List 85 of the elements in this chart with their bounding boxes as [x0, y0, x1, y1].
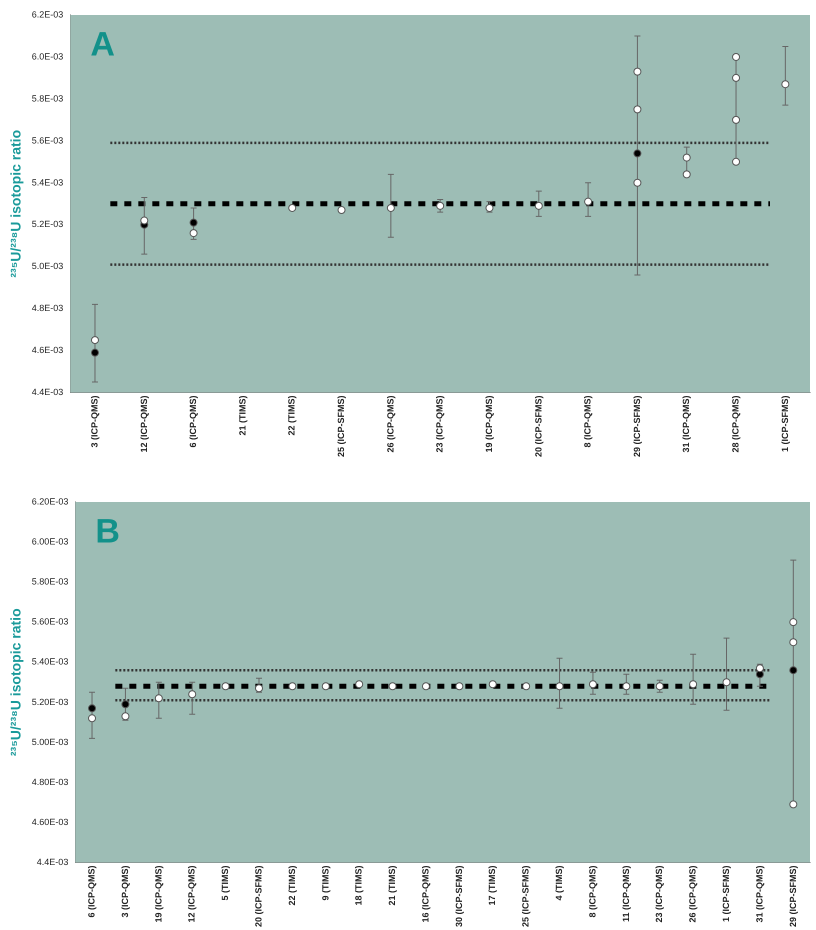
x-tick-label: 20 (ICP-SFMS): [253, 865, 264, 928]
point: [455, 682, 464, 690]
x-tick-label: 26 (ICP-QMS): [385, 395, 396, 453]
x-tick-label: 3 (ICP-QMS): [89, 395, 100, 448]
x-tick-label: 25 (ICP-SFMS): [520, 865, 531, 928]
x-tick-label: 16 (ICP-QMS): [420, 865, 430, 923]
x-tick-label: 9 (TIMS): [320, 865, 330, 900]
x-tick-label: 12 (ICP-QMS): [186, 865, 197, 923]
point: [422, 682, 430, 690]
point: [722, 678, 731, 686]
x-tick-label: 11 (ICP-QMS): [620, 865, 631, 922]
x-tick-label: 5 (TIMS): [220, 865, 230, 900]
x-tick-label: 23 (ICP-QMS): [654, 865, 664, 923]
point: [789, 618, 798, 626]
x-tick-label: 3 (ICP-QMS): [120, 865, 130, 918]
x-tick-label: 19 (ICP-QMS): [153, 865, 164, 923]
point: [254, 684, 263, 692]
y-tick-label: 5.4E-03: [32, 177, 64, 188]
y-tick-label: 4.4E-03: [36, 856, 68, 867]
point: [556, 682, 564, 690]
x-tick-label: 21 (TIMS): [237, 395, 248, 436]
y-tick-label: 6.0E-03: [32, 51, 64, 62]
y-axis-title: ²³⁵U/²³⁸U isotopic ratio: [7, 130, 24, 278]
x-tick-label: 28 (ICP-QMS): [730, 395, 741, 453]
annotation: B: [95, 512, 120, 550]
y-tick-label: 6.2E-03: [32, 9, 64, 20]
y-tick-label: 5.20E-03: [32, 696, 68, 707]
x-tick-label: 30 (ICP-SFMS): [454, 865, 464, 928]
point: [322, 682, 330, 690]
y-tick-label: 6.00E-03: [32, 536, 68, 547]
y-tick-label: 5.40E-03: [32, 656, 68, 667]
x-tick-label: 20 (ICP-SFMS): [533, 395, 544, 458]
point: [588, 680, 597, 688]
x-tick-label: 21 (TIMS): [387, 865, 398, 906]
x-tick-label: 8 (ICP-QMS): [582, 395, 593, 448]
y-tick-label: 4.8E-03: [32, 303, 64, 314]
y-tick-label: 4.4E-03: [32, 386, 64, 397]
point: [121, 700, 130, 708]
x-tick-label: 25 (ICP-SFMS): [336, 395, 346, 458]
y-tick-label: 5.6E-03: [32, 135, 64, 146]
point: [689, 680, 698, 688]
point: [756, 664, 764, 672]
x-tick-label: 8 (ICP-QMS): [587, 865, 598, 918]
x-tick-label: 26 (ICP-QMS): [688, 865, 698, 923]
y-axis-title: ²³⁵U/²³⁸U isotopic ratio: [7, 608, 24, 756]
x-tick-label: 22 (TIMS): [286, 865, 297, 906]
y-tick-label: 4.6E-03: [32, 345, 64, 356]
point: [355, 680, 364, 688]
point: [222, 682, 230, 690]
x-tick-label: 18 (TIMS): [354, 865, 364, 906]
x-tick-label: 22 (TIMS): [286, 395, 297, 436]
y-tick-label: 5.80E-03: [32, 576, 68, 587]
x-tick-label: 12 (ICP-QMS): [138, 395, 149, 453]
y-tick-label: 5.2E-03: [32, 219, 64, 230]
x-tick-label: 6 (ICP-QMS): [188, 395, 198, 448]
y-tick-label: 6.20E-03: [32, 496, 68, 506]
x-tick-label: 1 (ICP-SFMS): [780, 395, 790, 452]
x-tick-label: 17 (TIMS): [487, 865, 498, 906]
x-tick-label: 6 (ICP-QMS): [86, 865, 97, 918]
x-tick-label: 29 (ICP-SFMS): [632, 395, 642, 458]
y-tick-label: 5.8E-03: [32, 93, 64, 104]
point: [88, 714, 96, 722]
x-tick-label: 29 (ICP-SFMS): [788, 865, 798, 928]
point: [488, 680, 497, 688]
y-tick-label: 4.60E-03: [32, 816, 68, 827]
x-tick-label: 1 (ICP-SFMS): [721, 865, 731, 922]
y-tick-label: 4.80E-03: [32, 776, 68, 787]
point: [622, 682, 630, 690]
annotation: A: [90, 25, 115, 64]
y-tick-label: 5.0E-03: [32, 261, 64, 272]
x-tick-label: 23 (ICP-QMS): [434, 395, 445, 453]
point: [154, 694, 163, 702]
point: [288, 682, 296, 690]
point: [656, 682, 664, 690]
point: [88, 704, 96, 712]
point: [388, 682, 397, 690]
x-tick-label: 31 (ICP-QMS): [754, 865, 764, 923]
x-tick-label: 19 (ICP-QMS): [484, 395, 494, 453]
x-tick-label: 31 (ICP-QMS): [681, 395, 692, 453]
point: [522, 682, 530, 690]
x-tick-label: 4 (TIMS): [554, 865, 564, 900]
point: [188, 690, 196, 698]
point: [121, 712, 130, 720]
y-tick-label: 5.60E-03: [32, 616, 68, 627]
y-tick-label: 5.00E-03: [32, 736, 68, 747]
